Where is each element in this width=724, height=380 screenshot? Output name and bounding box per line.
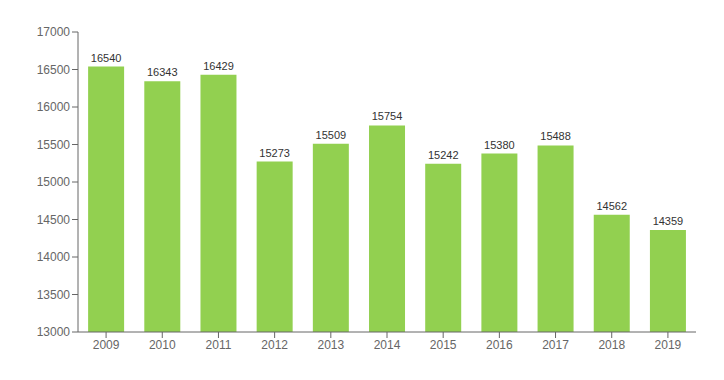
svg-text:2019: 2019 (655, 338, 682, 352)
svg-text:2014: 2014 (374, 338, 401, 352)
svg-text:2009: 2009 (93, 338, 120, 352)
svg-text:15488: 15488 (540, 130, 571, 142)
svg-text:14359: 14359 (653, 215, 684, 227)
svg-text:17000: 17000 (37, 25, 71, 39)
svg-text:15273: 15273 (259, 147, 290, 159)
svg-text:2018: 2018 (598, 338, 625, 352)
svg-text:15754: 15754 (372, 110, 403, 122)
svg-text:14000: 14000 (37, 250, 71, 264)
svg-text:16429: 16429 (203, 60, 234, 72)
svg-text:15242: 15242 (428, 149, 459, 161)
svg-text:13500: 13500 (37, 288, 71, 302)
svg-text:2016: 2016 (486, 338, 513, 352)
svg-text:15380: 15380 (484, 139, 515, 151)
svg-text:2011: 2011 (206, 338, 232, 352)
svg-text:14500: 14500 (37, 213, 71, 227)
svg-text:16500: 16500 (37, 63, 71, 77)
svg-text:16540: 16540 (91, 52, 122, 64)
svg-text:2010: 2010 (149, 338, 176, 352)
svg-text:16343: 16343 (147, 66, 178, 78)
svg-text:2017: 2017 (542, 338, 569, 352)
svg-text:15500: 15500 (37, 138, 71, 152)
svg-text:15000: 15000 (37, 175, 71, 189)
svg-text:15509: 15509 (316, 129, 347, 141)
svg-text:2013: 2013 (317, 338, 344, 352)
svg-text:2012: 2012 (261, 338, 288, 352)
svg-text:2015: 2015 (430, 338, 457, 352)
svg-text:13000: 13000 (37, 325, 71, 339)
svg-text:14562: 14562 (596, 200, 627, 212)
svg-text:16000: 16000 (37, 100, 71, 114)
